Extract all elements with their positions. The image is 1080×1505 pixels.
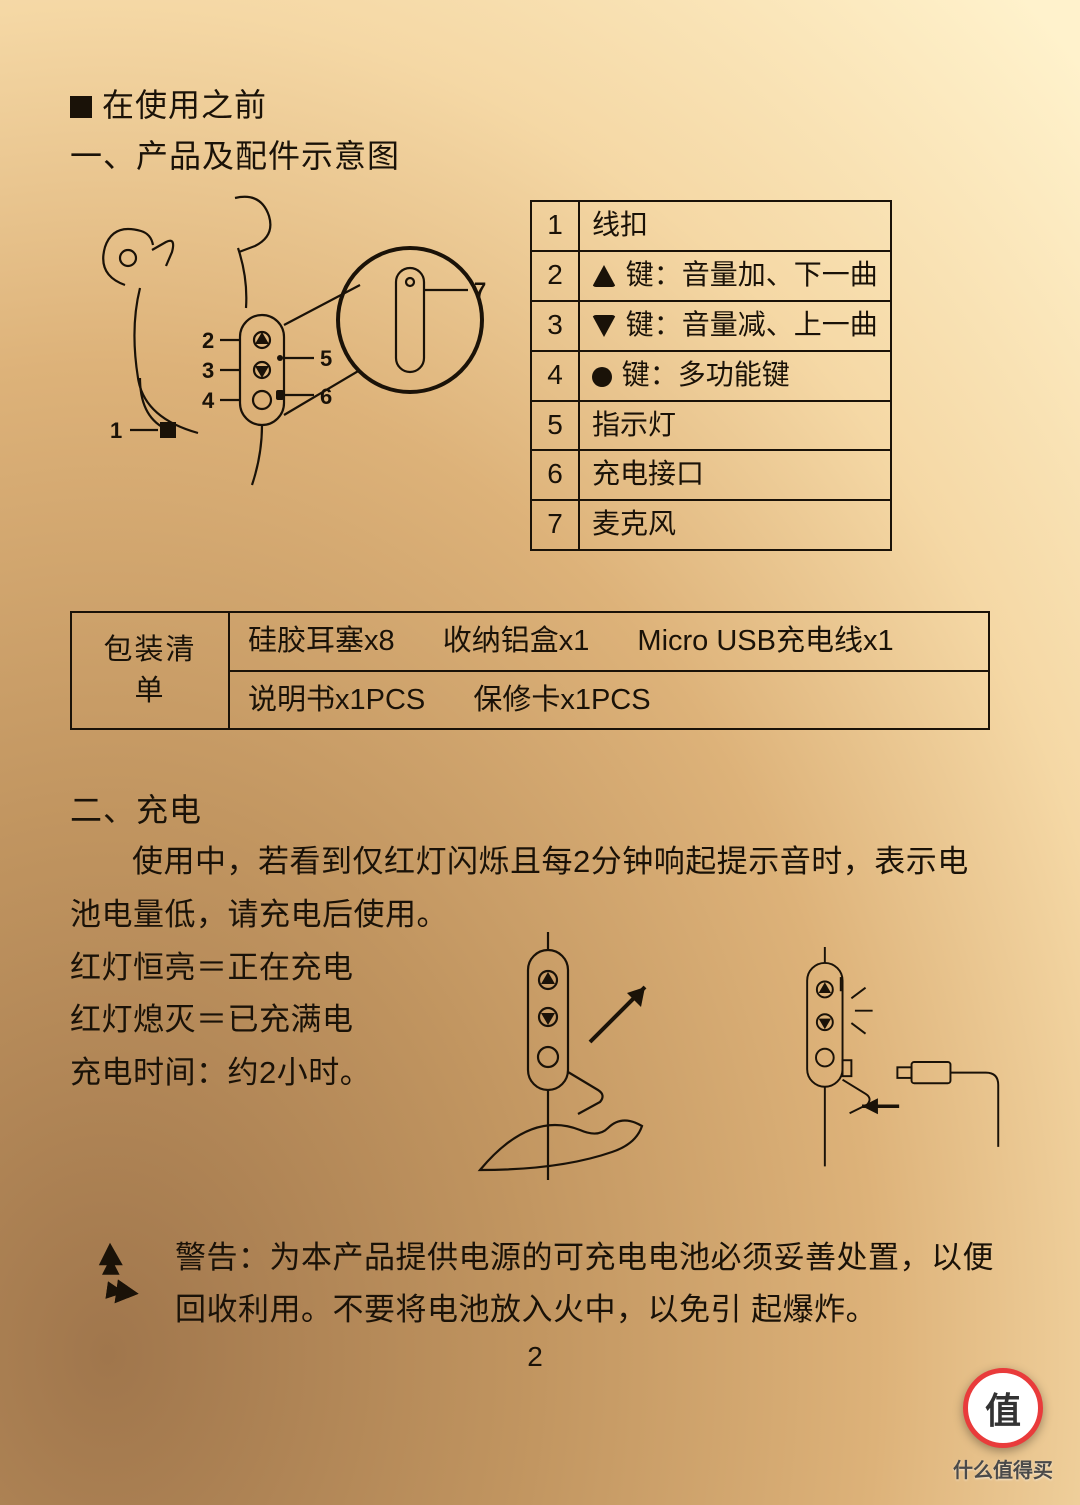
- table-row: 7麦克风: [531, 500, 891, 550]
- packing-item: 保修卡x1PCS: [473, 684, 650, 716]
- smzdm-text: 什么值得买: [944, 1454, 1062, 1483]
- charging-line2: 红灯熄灭＝已充满电: [70, 994, 450, 1047]
- square-bullet-icon: [70, 96, 92, 118]
- packing-item: 说明书x1PCS: [248, 684, 425, 716]
- table-row: 6充电接口: [531, 450, 891, 500]
- before-use-heading: 在使用之前: [70, 80, 1000, 131]
- charging-line1: 红灯恒亮＝正在充电: [70, 942, 450, 995]
- warning-text: 警告：为本产品提供电源的可充电电池必须妥善处置，以便回收利用。不要将电池放入火中…: [175, 1232, 1000, 1337]
- diagram-and-legend: 1 2 3 4 5 6 7 1线扣 2 键：音量加、下一曲 3 键：音量减、上一…: [70, 190, 1000, 551]
- table-row: 5指示灯: [531, 401, 891, 451]
- smzdm-watermark: 值 什么值得买: [944, 1368, 1062, 1483]
- packing-item: 硅胶耳塞x8: [248, 625, 395, 657]
- section1-heading: 一、产品及配件示意图: [70, 131, 1000, 182]
- charging-figure-open-icon: [470, 932, 700, 1192]
- section2-heading: 二、充电: [70, 785, 1000, 836]
- warning-row: 警告：为本产品提供电源的可充电电池必须妥善处置，以便回收利用。不要将电池放入火中…: [70, 1232, 1000, 1337]
- charging-line3: 充电时间：约2小时。: [70, 1047, 450, 1100]
- packing-item: Micro USB充电线x1: [637, 625, 893, 657]
- volume-down-icon: [592, 315, 616, 337]
- table-row: 1线扣: [531, 201, 891, 251]
- diagram-label-6: 6: [320, 384, 332, 409]
- packing-list-table: 包装清单 硅胶耳塞x8 收纳铝盒x1 Micro USB充电线x1 说明书x1P…: [70, 611, 990, 730]
- diagram-label-5: 5: [320, 346, 332, 371]
- manual-page: 在使用之前 一、产品及配件示意图: [70, 80, 1000, 1373]
- smzdm-badge-icon: 值: [963, 1368, 1043, 1448]
- earphone-diagram: 1 2 3 4 5 6 7: [70, 190, 500, 510]
- charging-paragraph: 使用中，若看到仅红灯闪烁且每2分钟响起提示音时，表示电池电量低，请充电后使用。: [70, 836, 1000, 941]
- table-row: 3 键：音量减、上一曲: [531, 301, 891, 351]
- page-number: 2: [70, 1341, 1000, 1373]
- section2-charging: 二、充电 使用中，若看到仅红灯闪烁且每2分钟响起提示音时，表示电池电量低，请充电…: [70, 785, 1000, 1192]
- diagram-label-2: 2: [202, 328, 214, 353]
- volume-up-icon: [592, 265, 616, 287]
- diagram-label-1: 1: [110, 418, 122, 443]
- packing-label: 包装清单: [71, 612, 229, 729]
- recycle-icon: [70, 1238, 150, 1318]
- table-row: 4 键：多功能键: [531, 351, 891, 401]
- packing-item: 收纳铝盒x1: [443, 625, 590, 657]
- multifunction-icon: [592, 367, 612, 387]
- charging-figure-plug-icon: [770, 932, 1000, 1192]
- charging-figures: [450, 932, 1000, 1192]
- before-use-text: 在使用之前: [102, 87, 267, 123]
- table-row: 2 键：音量加、下一曲: [531, 251, 891, 301]
- diagram-label-3: 3: [202, 358, 214, 383]
- diagram-label-7: 7: [474, 278, 486, 303]
- parts-legend-table: 1线扣 2 键：音量加、下一曲 3 键：音量减、上一曲 4 键：多功能键 5指示…: [530, 200, 892, 551]
- diagram-label-4: 4: [202, 388, 215, 413]
